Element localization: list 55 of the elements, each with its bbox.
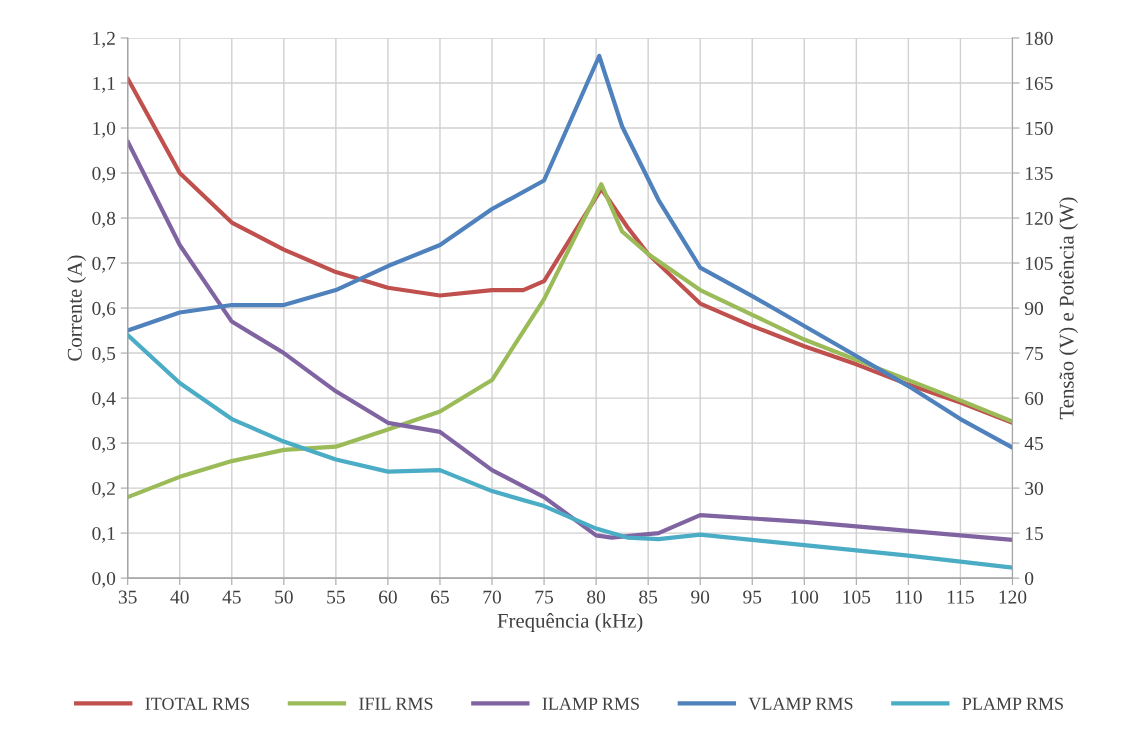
legend-label: ITOTAL RMS: [145, 697, 250, 710]
legend-label: IFIL RMS: [359, 697, 433, 710]
x-tick-label: 50: [275, 590, 293, 604]
y-tick-label: 0,4: [92, 391, 116, 408]
y2-tick-label: 30: [1025, 481, 1043, 496]
y-tick-label: 0,3: [92, 436, 116, 453]
y2-tick-label: 120: [1026, 211, 1053, 225]
y-tick-label: 0,9: [92, 166, 116, 183]
y2-tick-label: 0: [1025, 571, 1034, 586]
x-tick-label: 110: [895, 590, 922, 604]
x-tick-label: 120: [999, 590, 1027, 604]
x-tick-label: 35: [118, 590, 137, 604]
y-tick-label: 0,6: [92, 301, 116, 318]
y2-tick-label: 165: [1026, 76, 1053, 90]
x-tick-label: 90: [691, 590, 710, 604]
y2-tick-label: 90: [1024, 301, 1043, 315]
x-tick-label: 40: [170, 590, 189, 604]
x-tick-label: 100: [791, 590, 819, 604]
legend-label: VLAMP RMS: [748, 697, 853, 710]
line-series: [127, 332, 1013, 570]
y2-axis-title: Tensão (V) e Potência (W): [1059, 197, 1078, 420]
x-tick-label: 65: [431, 590, 449, 604]
y2-tick-label: 60: [1025, 391, 1043, 406]
y-tick-label: 0,8: [92, 211, 116, 228]
x-tick-label: 70: [483, 590, 501, 604]
y2-tick-label: 180: [1026, 31, 1053, 45]
y-axis-title: Corrente (A): [67, 255, 87, 361]
x-axis-title: Frequência (kHz): [497, 613, 643, 633]
y-tick-label: 0,1: [92, 526, 115, 543]
y-tick-label: 1,0: [93, 121, 116, 138]
x-tick-label: 95: [743, 590, 762, 604]
x-tick-label: 80: [587, 590, 606, 604]
y-tick-label: 0,5: [92, 346, 116, 363]
y2-tick-label: 45: [1024, 437, 1043, 451]
y-tick-label: 0,7: [92, 256, 116, 273]
legend-label: PLAMP RMS: [962, 697, 1063, 710]
y-tick-label: 0,2: [92, 481, 115, 498]
legend-label: ILAMP RMS: [542, 697, 639, 710]
x-tick-label: 60: [379, 590, 397, 604]
x-tick-label: 105: [843, 590, 871, 604]
x-tick-label: 55: [327, 590, 345, 604]
y2-tick-label: 15: [1026, 527, 1043, 541]
y-tick-label: 0,0: [92, 571, 116, 588]
x-tick-label: 115: [947, 590, 974, 604]
line-series: [127, 182, 1013, 500]
x-tick-label: 45: [222, 590, 241, 604]
y2-tick-label: 105: [1026, 256, 1053, 270]
x-tick-label: 75: [535, 590, 554, 604]
line-series: [127, 139, 1013, 542]
y-tick-label: 1,1: [93, 76, 115, 93]
y2-tick-label: 150: [1026, 121, 1053, 135]
y-tick-label: 1,2: [93, 31, 115, 48]
x-tick-label: 85: [639, 590, 658, 604]
y2-tick-label: 135: [1026, 166, 1053, 180]
y2-tick-label: 75: [1025, 347, 1043, 361]
